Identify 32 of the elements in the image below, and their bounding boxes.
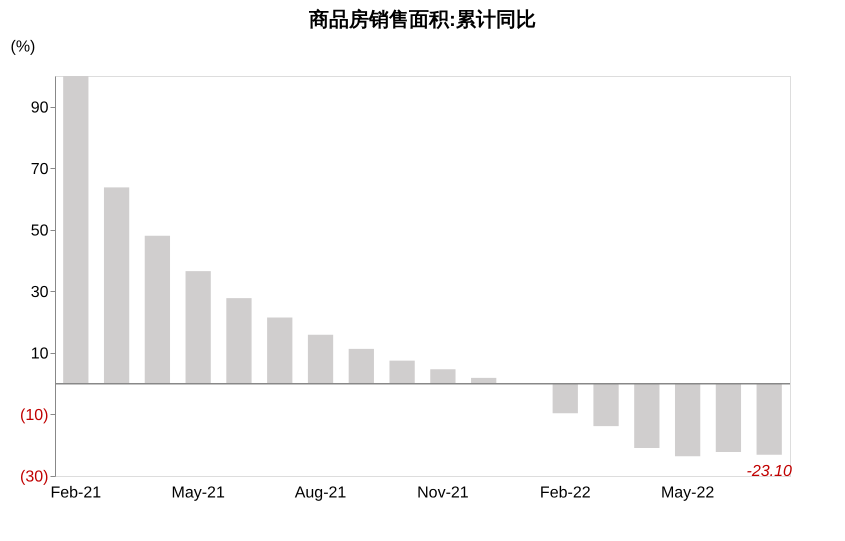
y-tick-label: 90	[30, 99, 49, 116]
bar	[634, 384, 660, 448]
bar	[430, 369, 456, 384]
x-tick-label: Nov-21	[417, 484, 469, 502]
y-tick-label: 10	[30, 345, 49, 362]
y-tick-label: 30	[30, 284, 49, 301]
bar	[716, 384, 742, 452]
bar	[104, 187, 130, 384]
x-tick-label: May-21	[171, 484, 225, 502]
bar	[674, 384, 700, 456]
x-tick-label: Feb-22	[540, 484, 591, 502]
y-tick-label: (30)	[20, 468, 48, 486]
bar	[63, 76, 88, 384]
bar	[552, 384, 578, 414]
bar	[389, 360, 415, 384]
bar	[593, 384, 619, 426]
bar	[308, 334, 334, 384]
bar	[186, 271, 211, 384]
y-tick-label: 70	[30, 160, 49, 178]
y-tick-label: 50	[30, 222, 49, 240]
bar	[267, 318, 292, 384]
bar	[144, 236, 170, 384]
bar	[348, 348, 374, 384]
data-label: -23.10	[746, 462, 792, 480]
y-axis-title: (%)	[10, 38, 36, 56]
y-tick-label: (10)	[20, 406, 48, 424]
bar	[756, 384, 782, 455]
x-tick-label: Feb-21	[50, 484, 102, 502]
bar	[226, 298, 252, 384]
x-tick-label: Aug-21	[294, 484, 346, 502]
chart-title: 商品房销售面积:累计同比	[308, 8, 536, 31]
x-tick-label: May-22	[660, 484, 714, 502]
